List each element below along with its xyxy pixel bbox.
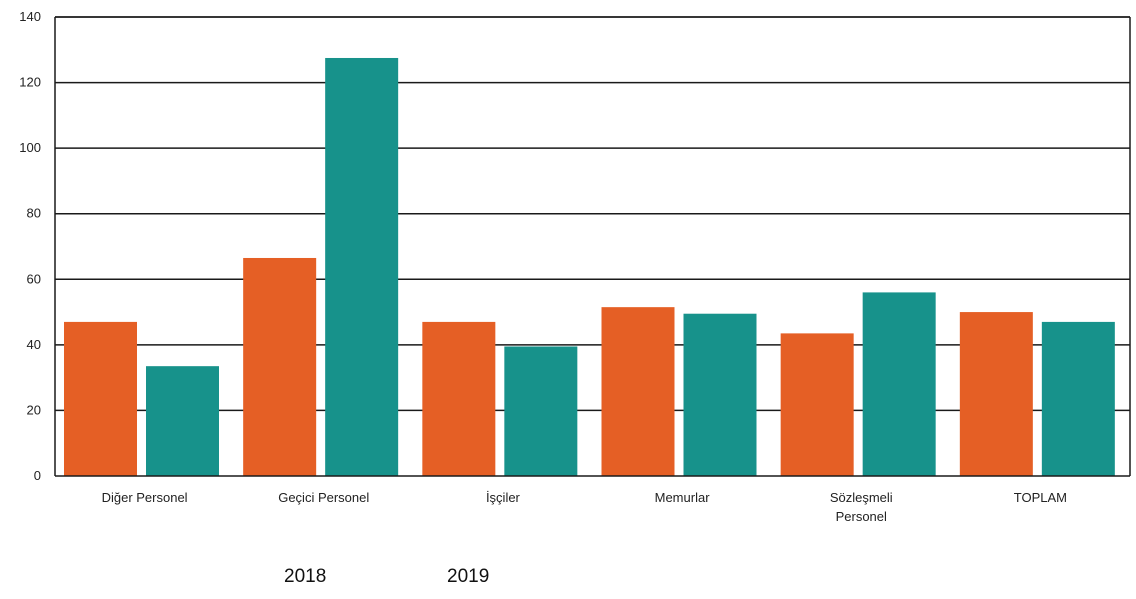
y-tick-100: 100 bbox=[19, 140, 41, 155]
category-labels: Diğer Personel Geçici Personel İşçiler Memu… bbox=[102, 490, 1067, 524]
bar-2018-2 bbox=[422, 321, 496, 476]
legend-2019: 2019 bbox=[447, 566, 490, 587]
y-tick-0: 0 bbox=[34, 468, 41, 483]
axes bbox=[54, 16, 1131, 477]
y-tick-20: 20 bbox=[27, 402, 41, 417]
bar-2019-1 bbox=[325, 57, 399, 476]
bars bbox=[64, 57, 1115, 476]
y-tick-120: 120 bbox=[19, 75, 41, 90]
bar-2018-4 bbox=[780, 333, 854, 476]
category-label-4: Sözleşmeli Personel bbox=[830, 490, 893, 524]
bar-2018-3 bbox=[601, 307, 675, 476]
bar-2018-1 bbox=[243, 257, 317, 476]
category-label-1: Geçici Personel bbox=[278, 490, 369, 505]
y-tick-60: 60 bbox=[27, 271, 41, 286]
category-label-2: İşçiler bbox=[486, 490, 521, 505]
y-tick-40: 40 bbox=[27, 337, 41, 352]
bar-2019-0 bbox=[146, 366, 219, 476]
bar-2019-5 bbox=[1041, 321, 1115, 476]
legend-2018: 2018 bbox=[284, 566, 327, 587]
bar-chart: 0 20 40 60 80 100 120 140 Diğer Personel Geçici … bbox=[19, 9, 1131, 524]
y-tick-80: 80 bbox=[27, 206, 41, 221]
y-tick-140: 140 bbox=[19, 9, 41, 24]
category-label-5: TOPLAM bbox=[1014, 490, 1067, 505]
bar-2018-0 bbox=[64, 321, 137, 476]
bar-2019-4 bbox=[862, 292, 936, 476]
category-label-3: Memurlar bbox=[655, 490, 711, 505]
bar-2019-3 bbox=[683, 313, 757, 476]
y-tick-labels: 0 20 40 60 80 100 120 140 bbox=[19, 9, 41, 483]
bar-2018-5 bbox=[959, 312, 1033, 476]
category-label-0: Diğer Personel bbox=[102, 490, 188, 505]
bar-2019-2 bbox=[504, 346, 578, 476]
